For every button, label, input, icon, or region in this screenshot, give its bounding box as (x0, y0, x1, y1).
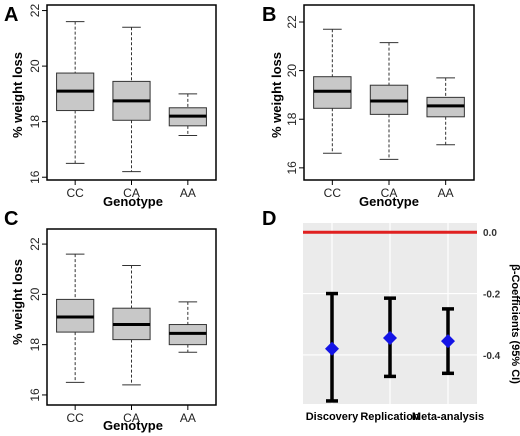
y-tick-label-b: 20 (285, 64, 299, 78)
y-tick-label-a: 20 (28, 59, 42, 73)
y-tick-label-d: -0.4 (483, 351, 501, 362)
point-estimate-d (441, 334, 455, 349)
panel-c: C % weight loss Genotype 16 18 20 22 CC CA AA (4, 208, 217, 433)
y-tick-label-d: -0.2 (483, 290, 501, 301)
y-tick-label-a: 22 (28, 4, 42, 18)
y-axis-label-c: % weight loss (10, 259, 25, 345)
x-tick-label-a: CC (66, 186, 84, 200)
panel-b: B % weight loss Genotype 16 18 20 22 CC CA AA (262, 4, 475, 209)
y-axis-label-b: % weight loss (269, 52, 284, 138)
panel-a: A % weight loss Genotype 16 18 20 22 CC CA AA (4, 4, 217, 209)
x-tick-label-c: CA (123, 411, 140, 425)
y-tick-label-b: 16 (285, 161, 299, 175)
x-tick-label-a: CA (123, 186, 140, 200)
y-tick-label-c: 16 (28, 388, 42, 402)
panel-letter-b: B (262, 4, 276, 26)
panel-d: D β-Coefficients (95% CI) 0.0 -0.2 -0.4 Dis… (262, 208, 520, 423)
x-axis-label-a: Genotype (103, 194, 163, 209)
x-axis-label-b: Genotype (359, 194, 419, 209)
y-tick-label-a: 16 (28, 170, 42, 184)
y-axis-label-a: % weight loss (10, 52, 25, 138)
panel-letter-a: A (4, 4, 18, 26)
y-tick-label-b: 22 (285, 15, 299, 29)
panel-letter-d: D (262, 208, 276, 230)
x-tick-label-a: AA (180, 186, 196, 200)
y-tick-label-b: 18 (285, 112, 299, 126)
y-tick-label-c: 22 (28, 237, 42, 251)
x-axis-label-c: Genotype (103, 418, 163, 433)
panel-letter-c: C (4, 208, 18, 230)
point-estimate-d (325, 341, 339, 356)
x-tick-label-d: Meta-analysis (412, 411, 484, 423)
x-tick-label-b: CA (381, 186, 398, 200)
y-tick-label-a: 18 (28, 115, 42, 129)
x-tick-label-d: Discovery (306, 411, 359, 423)
y-tick-label-c: 20 (28, 287, 42, 301)
point-estimate-d (383, 331, 397, 346)
y-tick-label-d: 0.0 (483, 228, 497, 239)
x-tick-label-d: Replication (360, 411, 420, 423)
x-tick-label-c: CC (66, 411, 84, 425)
y-tick-label-c: 18 (28, 338, 42, 352)
x-tick-label-c: AA (180, 411, 196, 425)
x-tick-label-b: CC (324, 186, 342, 200)
y-axis-label-d: β-Coefficients (95% CI) (509, 264, 520, 384)
x-tick-label-b: AA (438, 186, 454, 200)
